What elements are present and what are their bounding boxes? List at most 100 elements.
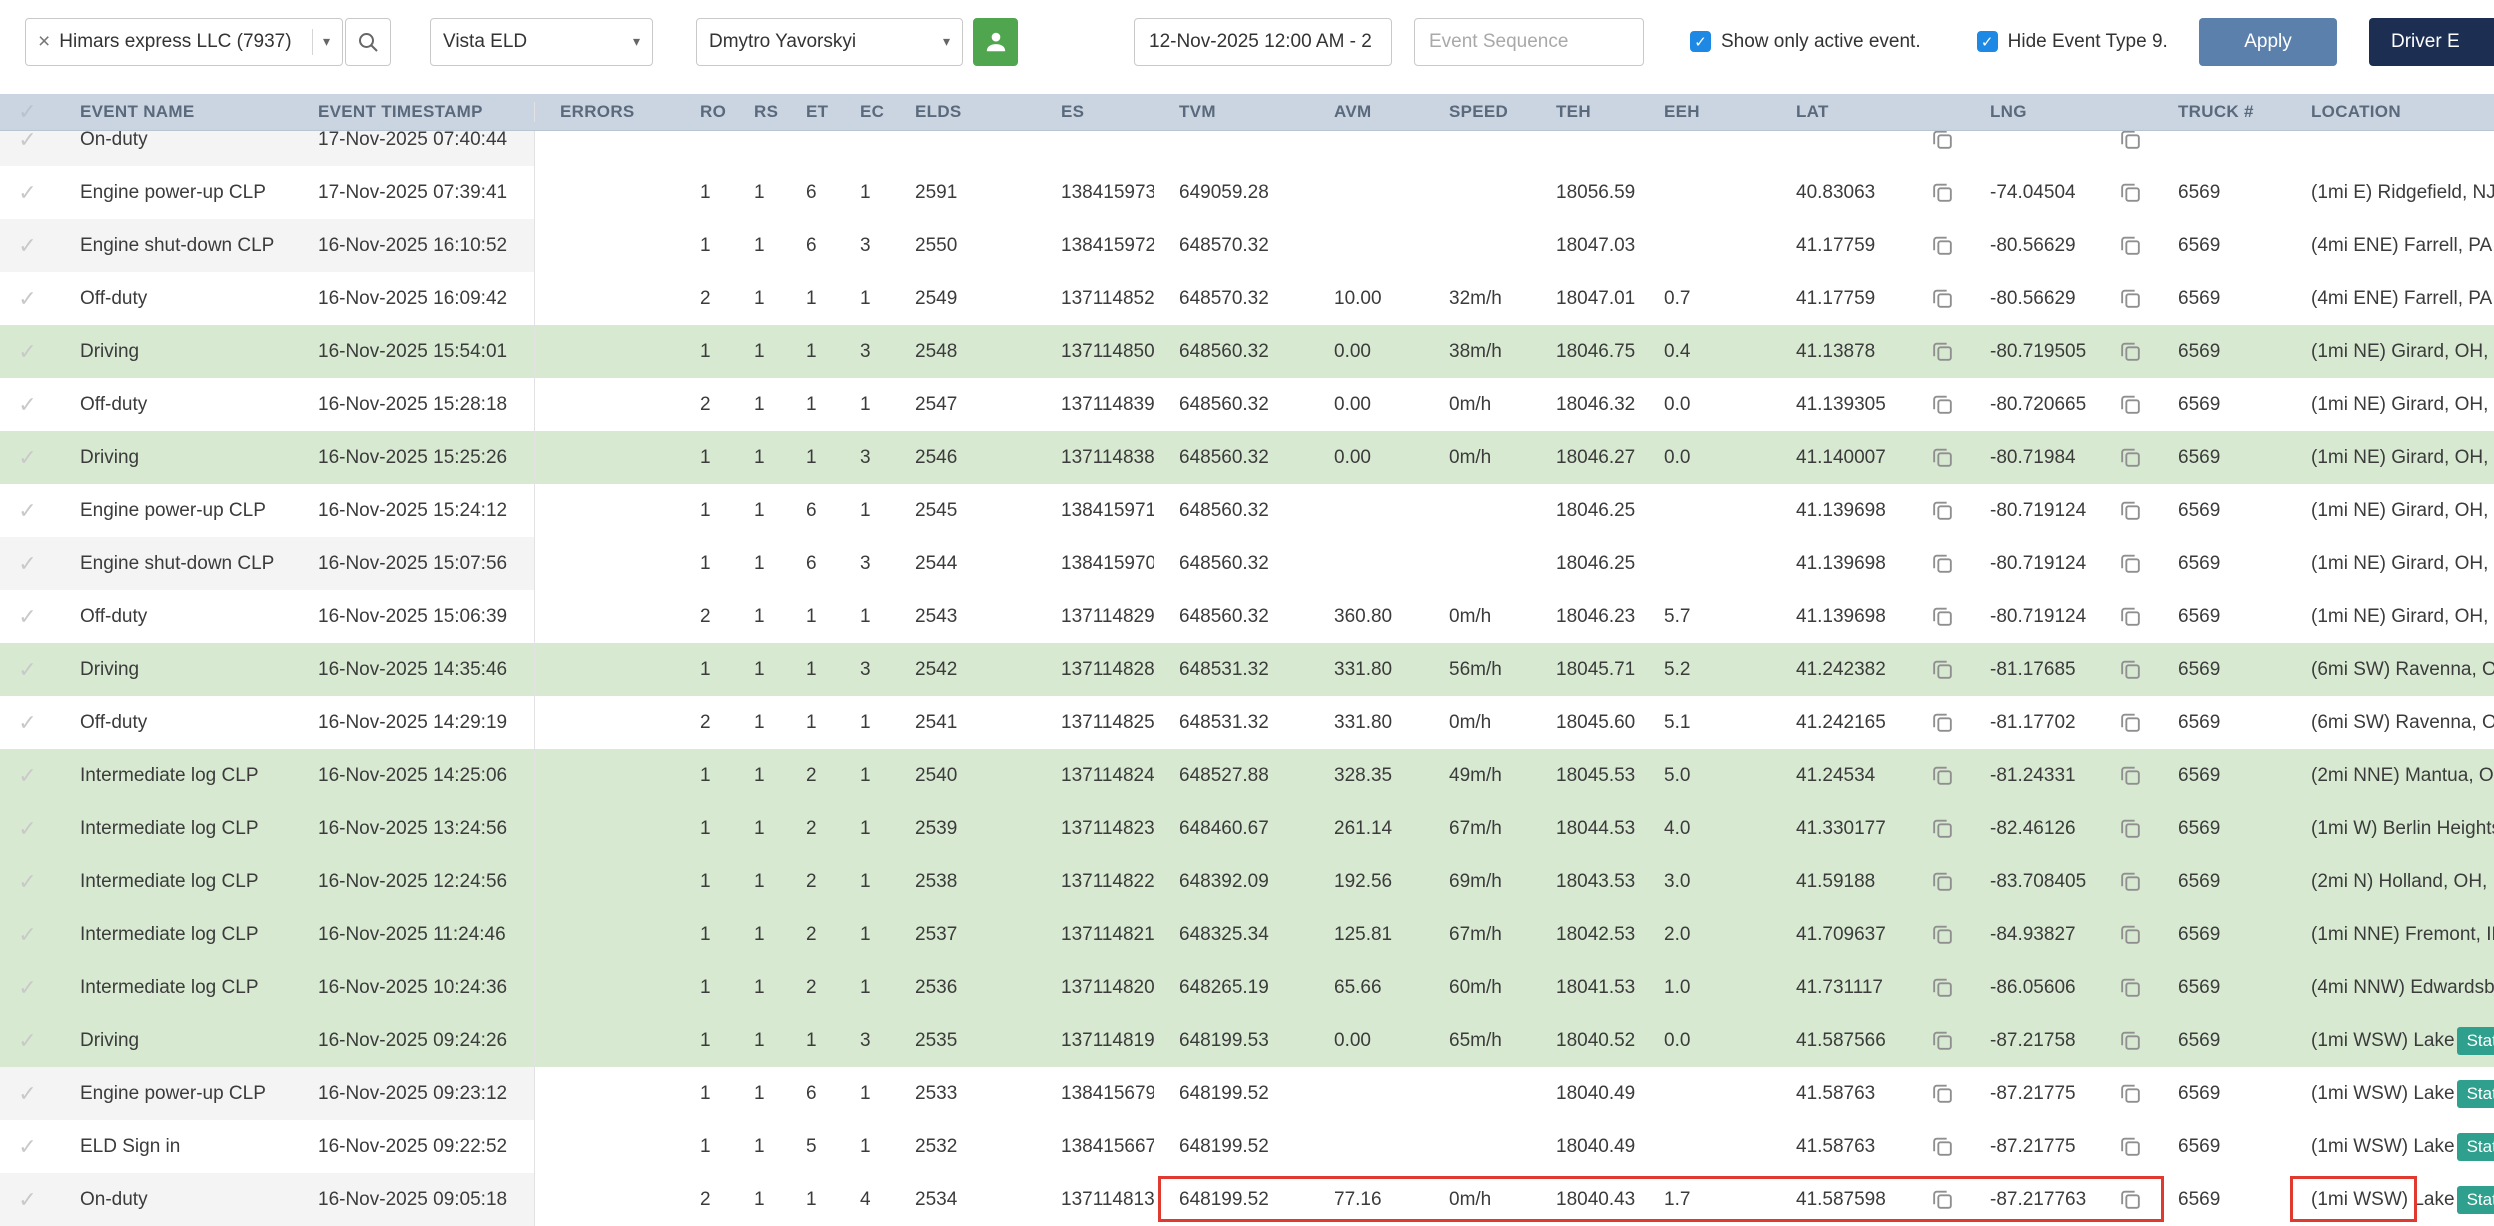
table-row[interactable]: ✓ Off-duty 16-Nov-2025 15:28:18 2 1 1 1 … bbox=[0, 378, 2494, 431]
col-location[interactable]: LOCATION bbox=[2311, 102, 2401, 121]
row-check-icon[interactable]: ✓ bbox=[18, 497, 37, 523]
table-row[interactable]: ✓ Engine power-up CLP 17-Nov-2025 07:39:… bbox=[0, 166, 2494, 219]
company-select[interactable]: × Himars express LLC (7937) ▾ bbox=[25, 17, 343, 66]
table-row[interactable]: ✓ Driving 16-Nov-2025 09:24:26 1 1 1 3 2… bbox=[0, 1014, 2494, 1067]
table-row[interactable]: ✓ ELD Sign in 16-Nov-2025 09:22:52 1 1 5… bbox=[0, 1120, 2494, 1173]
copy-icon[interactable] bbox=[2118, 1028, 2143, 1053]
table-row[interactable]: ✓ Off-duty 16-Nov-2025 14:29:19 2 1 1 1 … bbox=[0, 696, 2494, 749]
table-row[interactable]: ✓ Engine power-up CLP 16-Nov-2025 15:24:… bbox=[0, 484, 2494, 537]
search-button[interactable] bbox=[345, 17, 391, 66]
copy-icon[interactable] bbox=[1930, 710, 1955, 735]
table-row[interactable]: ✓ Intermediate log CLP 16-Nov-2025 14:25… bbox=[0, 749, 2494, 802]
eld-provider-select[interactable]: Vista ELD ▾ bbox=[430, 17, 653, 66]
copy-icon[interactable] bbox=[2118, 131, 2143, 152]
copy-icon[interactable] bbox=[1930, 445, 1955, 470]
copy-icon[interactable] bbox=[2118, 869, 2143, 894]
copy-icon[interactable] bbox=[2118, 180, 2143, 205]
table-row[interactable]: ✓ Intermediate log CLP 16-Nov-2025 11:24… bbox=[0, 908, 2494, 961]
copy-icon[interactable] bbox=[2118, 710, 2143, 735]
row-check-icon[interactable]: ✓ bbox=[0, 749, 55, 802]
col-errors[interactable]: ERRORS bbox=[560, 102, 635, 121]
apply-button[interactable]: Apply bbox=[2199, 17, 2337, 66]
copy-icon[interactable] bbox=[2118, 233, 2143, 258]
copy-icon[interactable] bbox=[1930, 339, 1955, 364]
copy-icon[interactable] bbox=[2118, 975, 2143, 1000]
row-check-icon[interactable]: ✓ bbox=[0, 431, 55, 484]
table-row[interactable]: ✓ On-duty 16-Nov-2025 09:05:18 2 1 1 4 2… bbox=[0, 1173, 2494, 1226]
table-row[interactable]: ✓ Driving 16-Nov-2025 14:35:46 1 1 1 3 2… bbox=[0, 643, 2494, 696]
table-row[interactable]: ✓ Engine power-up CLP 16-Nov-2025 09:23:… bbox=[0, 1067, 2494, 1120]
row-check-icon[interactable]: ✓ bbox=[0, 131, 55, 166]
col-es[interactable]: ES bbox=[1061, 102, 1085, 121]
copy-icon[interactable] bbox=[1930, 498, 1955, 523]
col-et[interactable]: ET bbox=[806, 102, 829, 121]
copy-icon[interactable] bbox=[1930, 392, 1955, 417]
copy-icon[interactable] bbox=[1930, 551, 1955, 576]
copy-icon[interactable] bbox=[1930, 1081, 1955, 1106]
table-row[interactable]: ✓ Intermediate log CLP 16-Nov-2025 12:24… bbox=[0, 855, 2494, 908]
copy-icon[interactable] bbox=[2118, 1187, 2143, 1212]
col-truck[interactable]: TRUCK # bbox=[2178, 102, 2254, 121]
copy-icon[interactable] bbox=[1930, 1028, 1955, 1053]
row-check-icon[interactable]: ✓ bbox=[0, 802, 55, 855]
copy-icon[interactable] bbox=[2118, 1134, 2143, 1159]
table-row[interactable]: ✓ Engine shut-down CLP 16-Nov-2025 15:07… bbox=[0, 537, 2494, 590]
table-row[interactable]: ✓ Intermediate log CLP 16-Nov-2025 13:24… bbox=[0, 802, 2494, 855]
table-row[interactable]: ✓ Driving 16-Nov-2025 15:25:26 1 1 1 3 2… bbox=[0, 431, 2494, 484]
row-check-icon[interactable]: ✓ bbox=[0, 855, 55, 908]
copy-icon[interactable] bbox=[2118, 551, 2143, 576]
date-range-input[interactable] bbox=[1134, 17, 1392, 66]
copy-icon[interactable] bbox=[1930, 763, 1955, 788]
copy-icon[interactable] bbox=[2118, 445, 2143, 470]
col-speed[interactable]: SPEED bbox=[1449, 102, 1509, 121]
row-check-icon[interactable]: ✓ bbox=[0, 1014, 55, 1067]
col-tvm[interactable]: TVM bbox=[1179, 102, 1216, 121]
col-ro[interactable]: RO bbox=[700, 102, 727, 121]
copy-icon[interactable] bbox=[2118, 286, 2143, 311]
copy-icon[interactable] bbox=[2118, 604, 2143, 629]
col-elds[interactable]: ELDS bbox=[915, 102, 962, 121]
row-check-icon[interactable]: ✓ bbox=[0, 643, 55, 696]
copy-icon[interactable] bbox=[1930, 233, 1955, 258]
col-teh[interactable]: TEH bbox=[1556, 102, 1591, 121]
copy-icon[interactable] bbox=[1930, 180, 1955, 205]
row-check-icon[interactable]: ✓ bbox=[0, 908, 55, 961]
show-only-active-checkbox[interactable]: ✓ Show only active event. bbox=[1690, 31, 1921, 53]
copy-icon[interactable] bbox=[2118, 392, 2143, 417]
row-check-icon[interactable]: ✓ bbox=[18, 709, 37, 735]
copy-icon[interactable] bbox=[1930, 1187, 1955, 1212]
select-all-check-icon[interactable]: ✓ bbox=[18, 99, 37, 124]
copy-icon[interactable] bbox=[1930, 1134, 1955, 1159]
row-check-icon[interactable]: ✓ bbox=[18, 285, 37, 311]
col-event-name[interactable]: EVENT NAME bbox=[80, 102, 195, 121]
copy-icon[interactable] bbox=[2118, 498, 2143, 523]
col-eeh[interactable]: EEH bbox=[1664, 102, 1700, 121]
row-check-icon[interactable]: ✓ bbox=[0, 1173, 55, 1226]
row-check-icon[interactable]: ✓ bbox=[0, 1067, 55, 1120]
copy-icon[interactable] bbox=[1930, 131, 1955, 152]
copy-icon[interactable] bbox=[2118, 339, 2143, 364]
copy-icon[interactable] bbox=[1930, 922, 1955, 947]
table-row[interactable]: ✓ Intermediate log CLP 16-Nov-2025 10:24… bbox=[0, 961, 2494, 1014]
copy-icon[interactable] bbox=[1930, 975, 1955, 1000]
row-check-icon[interactable]: ✓ bbox=[18, 1133, 37, 1159]
row-check-icon[interactable]: ✓ bbox=[0, 537, 55, 590]
table-row[interactable]: ✓ Engine shut-down CLP 16-Nov-2025 16:10… bbox=[0, 219, 2494, 272]
driver-profile-button[interactable] bbox=[973, 17, 1018, 66]
copy-icon[interactable] bbox=[2118, 763, 2143, 788]
copy-icon[interactable] bbox=[1930, 869, 1955, 894]
row-check-icon[interactable]: ✓ bbox=[18, 603, 37, 629]
copy-icon[interactable] bbox=[2118, 1081, 2143, 1106]
copy-icon[interactable] bbox=[1930, 657, 1955, 682]
col-event-timestamp[interactable]: EVENT TIMESTAMP bbox=[293, 102, 535, 122]
copy-icon[interactable] bbox=[1930, 816, 1955, 841]
table-row[interactable]: ✓ Off-duty 16-Nov-2025 15:06:39 2 1 1 1 … bbox=[0, 590, 2494, 643]
row-check-icon[interactable]: ✓ bbox=[18, 179, 37, 205]
copy-icon[interactable] bbox=[2118, 922, 2143, 947]
col-avm[interactable]: AVM bbox=[1334, 102, 1372, 121]
driver-events-button[interactable]: Driver E bbox=[2369, 17, 2494, 66]
col-rs[interactable]: RS bbox=[754, 102, 779, 121]
col-ec[interactable]: EC bbox=[860, 102, 885, 121]
copy-icon[interactable] bbox=[2118, 657, 2143, 682]
col-lng[interactable]: LNG bbox=[1990, 102, 2027, 121]
